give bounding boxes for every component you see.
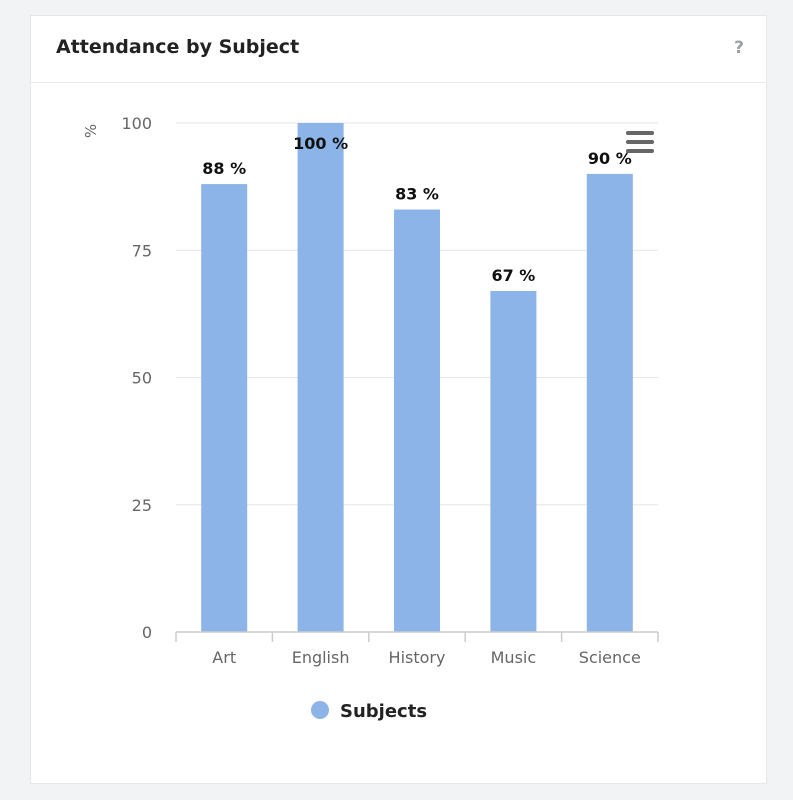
x-tick-label: English: [292, 648, 350, 667]
data-label: 83 %: [395, 185, 439, 204]
bar-science[interactable]: [586, 173, 633, 632]
bar-history[interactable]: [394, 209, 440, 632]
help-icon[interactable]: ?: [734, 38, 744, 58]
axes: 0 25 50 75 100 Art English History Music Science: [121, 114, 659, 667]
data-label: 88 %: [202, 159, 246, 178]
legend[interactable]: Subjects: [311, 701, 427, 722]
y-tick-label: 0: [142, 623, 152, 642]
bar-music[interactable]: [490, 290, 537, 632]
data-label: 67 %: [491, 266, 535, 285]
hamburger-menu-icon[interactable]: [626, 131, 654, 153]
legend-label: Subjects: [340, 701, 427, 722]
bars: [201, 123, 633, 632]
bar-english[interactable]: [297, 123, 344, 632]
data-label: 100 %: [293, 134, 348, 153]
y-axis-title: %: [82, 124, 100, 138]
y-tick-label: 100: [121, 114, 152, 133]
bar-art[interactable]: [201, 184, 248, 632]
x-tick-label: Science: [579, 648, 641, 667]
legend-marker: [311, 701, 329, 719]
y-tick-label: 25: [132, 496, 152, 515]
data-labels: 88 % 100 % 83 % 67 % 90 %: [202, 134, 631, 285]
data-label: 90 %: [588, 149, 632, 168]
y-tick-label: 75: [132, 241, 152, 260]
x-tick-label: History: [389, 648, 446, 667]
x-tick-label: Music: [491, 648, 537, 667]
card-title: Attendance by Subject: [56, 36, 300, 58]
x-tick-label: Art: [212, 648, 236, 667]
card-header: Attendance by Subject ?: [31, 16, 766, 83]
y-tick-label: 50: [132, 369, 152, 388]
